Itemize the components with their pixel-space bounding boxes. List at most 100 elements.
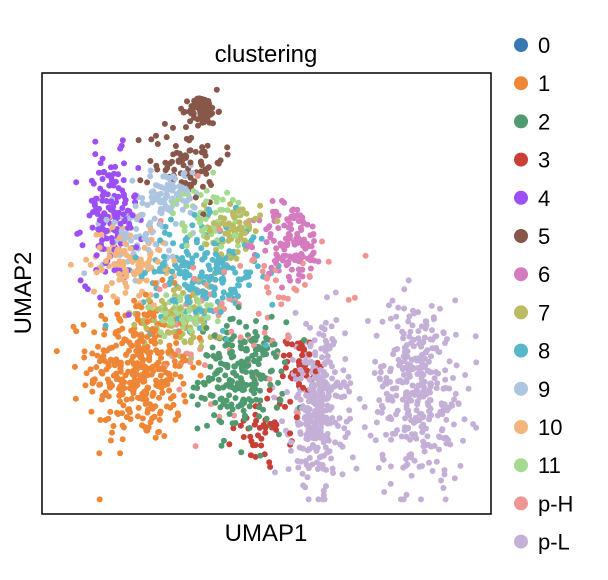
point-cluster-1: [129, 379, 136, 386]
point-cluster-1: [96, 496, 103, 503]
point-cluster-8: [203, 295, 209, 302]
point-cluster-p-L: [419, 360, 426, 367]
point-cluster-7: [170, 287, 177, 294]
point-cluster-1: [163, 403, 170, 410]
point-cluster-8: [179, 243, 186, 250]
point-cluster-2: [277, 397, 284, 404]
point-cluster-1: [180, 380, 187, 387]
point-cluster-p-L: [303, 435, 310, 442]
point-cluster-2: [222, 372, 229, 379]
point-cluster-2: [223, 322, 230, 329]
point-cluster-2: [250, 385, 257, 392]
point-cluster-7: [187, 339, 194, 346]
point-cluster-1: [119, 436, 126, 443]
point-cluster-10: [122, 269, 129, 276]
point-cluster-p-L: [460, 437, 466, 444]
point-cluster-p-L: [394, 407, 401, 414]
point-cluster-p-L: [413, 407, 420, 414]
point-cluster-10: [83, 256, 90, 263]
point-cluster-p-L: [403, 433, 410, 440]
point-cluster-9: [103, 216, 110, 223]
point-cluster-4: [115, 171, 122, 178]
point-cluster-5: [181, 108, 188, 115]
point-cluster-9: [151, 215, 158, 222]
point-cluster-1: [71, 363, 78, 370]
legend-marker: [514, 114, 528, 129]
y-axis-label: UMAP2: [10, 252, 37, 335]
point-cluster-p-L: [375, 464, 382, 471]
point-cluster-4: [99, 155, 106, 162]
point-cluster-2: [226, 392, 233, 399]
point-cluster-2: [245, 396, 252, 403]
point-cluster-3: [289, 341, 295, 348]
point-cluster-p-L: [472, 333, 479, 340]
point-cluster-1: [173, 333, 179, 340]
point-cluster-10: [87, 261, 94, 268]
point-cluster-1: [136, 332, 143, 339]
point-cluster-8: [202, 250, 209, 257]
point-cluster-p-L: [396, 362, 403, 369]
point-cluster-p-L: [438, 400, 445, 407]
point-cluster-6: [300, 218, 307, 225]
point-cluster-8: [232, 289, 238, 296]
point-cluster-2: [262, 324, 269, 331]
point-cluster-1: [134, 413, 141, 420]
legend-item-5: 5: [514, 224, 550, 249]
point-cluster-p-L: [377, 369, 384, 376]
point-cluster-7: [274, 218, 281, 224]
point-cluster-3: [296, 361, 303, 368]
point-cluster-p-L: [473, 359, 480, 366]
point-cluster-p-L: [425, 402, 432, 409]
point-cluster-2: [227, 350, 234, 357]
point-cluster-p-L: [442, 367, 449, 374]
point-cluster-6: [262, 247, 269, 254]
point-cluster-1: [87, 366, 94, 373]
point-cluster-9: [148, 194, 155, 201]
point-cluster-11: [202, 216, 209, 222]
point-cluster-1: [93, 364, 100, 371]
point-cluster-1: [110, 423, 117, 429]
point-cluster-p-L: [367, 432, 374, 439]
point-cluster-4: [92, 195, 99, 202]
point-cluster-7: [234, 249, 241, 255]
point-cluster-1: [134, 343, 141, 350]
point-cluster-p-L: [385, 394, 392, 401]
point-cluster-p-L: [435, 370, 442, 377]
point-cluster-p-L: [339, 443, 346, 450]
point-cluster-8: [205, 206, 212, 213]
point-cluster-p-L: [403, 491, 410, 498]
point-cluster-p-L: [405, 277, 412, 284]
point-cluster-p-L: [320, 377, 327, 384]
point-cluster-8: [196, 325, 203, 332]
point-cluster-10: [122, 289, 129, 296]
point-cluster-7: [227, 222, 234, 229]
point-cluster-8: [211, 240, 218, 247]
point-cluster-p-L: [447, 441, 454, 448]
point-cluster-p-L: [395, 356, 402, 363]
point-cluster-2: [210, 353, 217, 359]
point-cluster-p-L: [307, 324, 313, 331]
point-cluster-10: [111, 261, 118, 268]
point-cluster-9: [147, 219, 154, 226]
point-cluster-p-L: [419, 429, 426, 436]
point-cluster-5: [135, 137, 142, 144]
point-cluster-p-L: [442, 496, 449, 503]
point-cluster-9: [166, 247, 172, 254]
point-cluster-p-L: [442, 340, 448, 346]
point-cluster-4: [135, 165, 142, 171]
point-cluster-p-H: [272, 267, 279, 274]
point-cluster-1: [156, 428, 163, 435]
point-cluster-p-H: [291, 285, 298, 292]
point-cluster-1: [127, 416, 134, 423]
point-cluster-p-L: [389, 385, 396, 392]
point-cluster-11: [235, 199, 242, 206]
point-cluster-6: [270, 213, 277, 220]
point-cluster-3: [262, 429, 269, 436]
point-cluster-4: [115, 193, 122, 200]
point-cluster-1: [157, 372, 164, 379]
point-cluster-p-L: [332, 439, 339, 446]
point-cluster-p-L: [413, 435, 420, 442]
point-cluster-10: [122, 240, 129, 247]
point-cluster-1: [128, 395, 135, 402]
point-cluster-p-L: [314, 466, 321, 472]
